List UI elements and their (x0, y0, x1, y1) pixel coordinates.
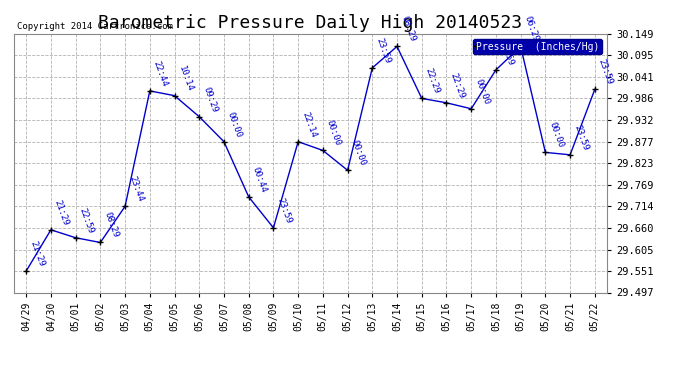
Text: Copyright 2014 Cartronics.com: Copyright 2014 Cartronics.com (17, 22, 172, 31)
Pressure  (Inches/Hg) (566, 153, 574, 157)
Text: 23:59: 23:59 (374, 36, 392, 65)
Pressure  (Inches/Hg) (22, 269, 30, 273)
Text: 21:29: 21:29 (28, 240, 46, 268)
Pressure  (Inches/Hg) (244, 195, 253, 199)
Text: 22:59: 22:59 (77, 206, 95, 234)
Pressure  (Inches/Hg) (96, 240, 104, 245)
Pressure  (Inches/Hg) (417, 96, 426, 101)
Pressure  (Inches/Hg) (269, 226, 277, 230)
Text: 23:44: 23:44 (127, 175, 145, 203)
Pressure  (Inches/Hg) (591, 87, 599, 92)
Pressure  (Inches/Hg) (442, 100, 451, 105)
Text: 23:59: 23:59 (572, 123, 590, 152)
Line: Pressure  (Inches/Hg): Pressure (Inches/Hg) (23, 43, 598, 274)
Text: 21:29: 21:29 (53, 198, 70, 226)
Pressure  (Inches/Hg) (517, 44, 525, 49)
Text: 00:44: 00:44 (250, 165, 268, 194)
Text: 23:59: 23:59 (597, 58, 615, 86)
Text: 09:29: 09:29 (201, 85, 219, 114)
Text: 06:29: 06:29 (522, 15, 540, 43)
Text: 22:29: 22:29 (448, 71, 466, 100)
Text: 08:29: 08:29 (399, 15, 417, 43)
Text: 10:14: 10:14 (177, 64, 194, 93)
Pressure  (Inches/Hg) (393, 44, 401, 49)
Pressure  (Inches/Hg) (344, 168, 352, 172)
Pressure  (Inches/Hg) (467, 106, 475, 111)
Text: 22:14: 22:14 (300, 110, 318, 138)
Legend: Pressure  (Inches/Hg): Pressure (Inches/Hg) (473, 39, 602, 54)
Pressure  (Inches/Hg) (220, 140, 228, 144)
Pressure  (Inches/Hg) (319, 148, 327, 153)
Text: 08:29: 08:29 (102, 211, 120, 239)
Text: 00:00: 00:00 (325, 119, 342, 147)
Text: 00:00: 00:00 (473, 77, 491, 106)
Pressure  (Inches/Hg) (541, 150, 549, 154)
Pressure  (Inches/Hg) (121, 204, 129, 209)
Pressure  (Inches/Hg) (72, 236, 80, 240)
Pressure  (Inches/Hg) (170, 93, 179, 98)
Text: 22:44: 22:44 (152, 59, 170, 88)
Text: 22:29: 22:29 (424, 67, 442, 95)
Title: Barometric Pressure Daily High 20140523: Barometric Pressure Daily High 20140523 (99, 14, 522, 32)
Pressure  (Inches/Hg) (492, 68, 500, 72)
Pressure  (Inches/Hg) (146, 88, 154, 93)
Pressure  (Inches/Hg) (294, 140, 302, 144)
Pressure  (Inches/Hg) (195, 114, 204, 119)
Text: 23:59: 23:59 (275, 196, 293, 225)
Pressure  (Inches/Hg) (47, 228, 55, 232)
Text: 00:00: 00:00 (226, 110, 244, 138)
Text: 23:59: 23:59 (498, 38, 515, 67)
Text: 00:00: 00:00 (350, 139, 367, 167)
Text: 00:00: 00:00 (547, 121, 565, 149)
Pressure  (Inches/Hg) (368, 66, 377, 70)
